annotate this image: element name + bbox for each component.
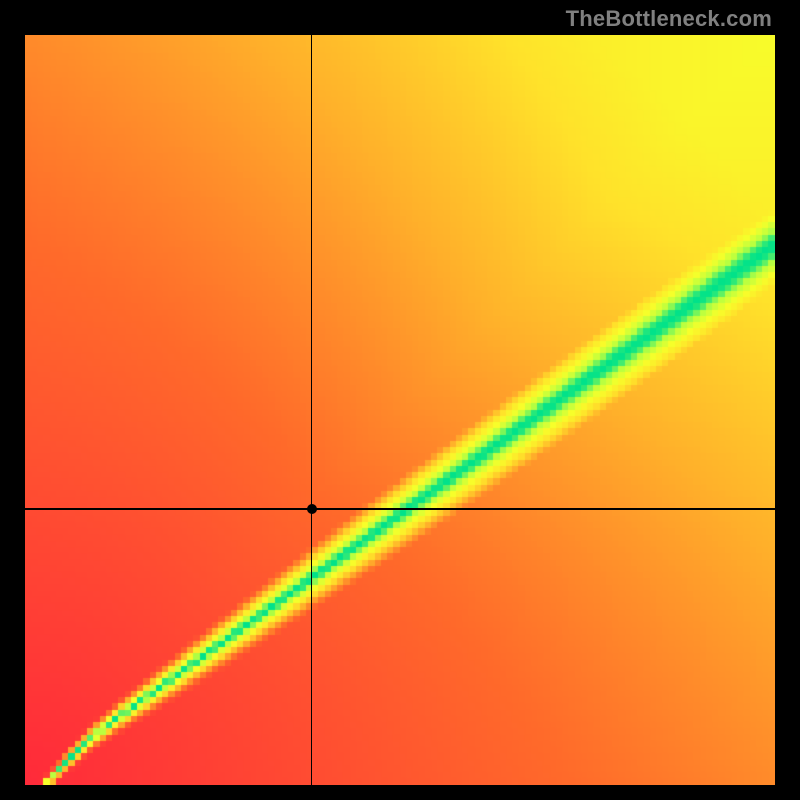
crosshair-marker-dot [307,504,317,514]
chart-container: TheBottleneck.com [0,0,800,800]
crosshair-horizontal [25,508,775,510]
bottleneck-heatmap [25,35,775,785]
crosshair-vertical [311,35,313,785]
watermark-label: TheBottleneck.com [566,6,772,32]
plot-frame [25,35,775,785]
